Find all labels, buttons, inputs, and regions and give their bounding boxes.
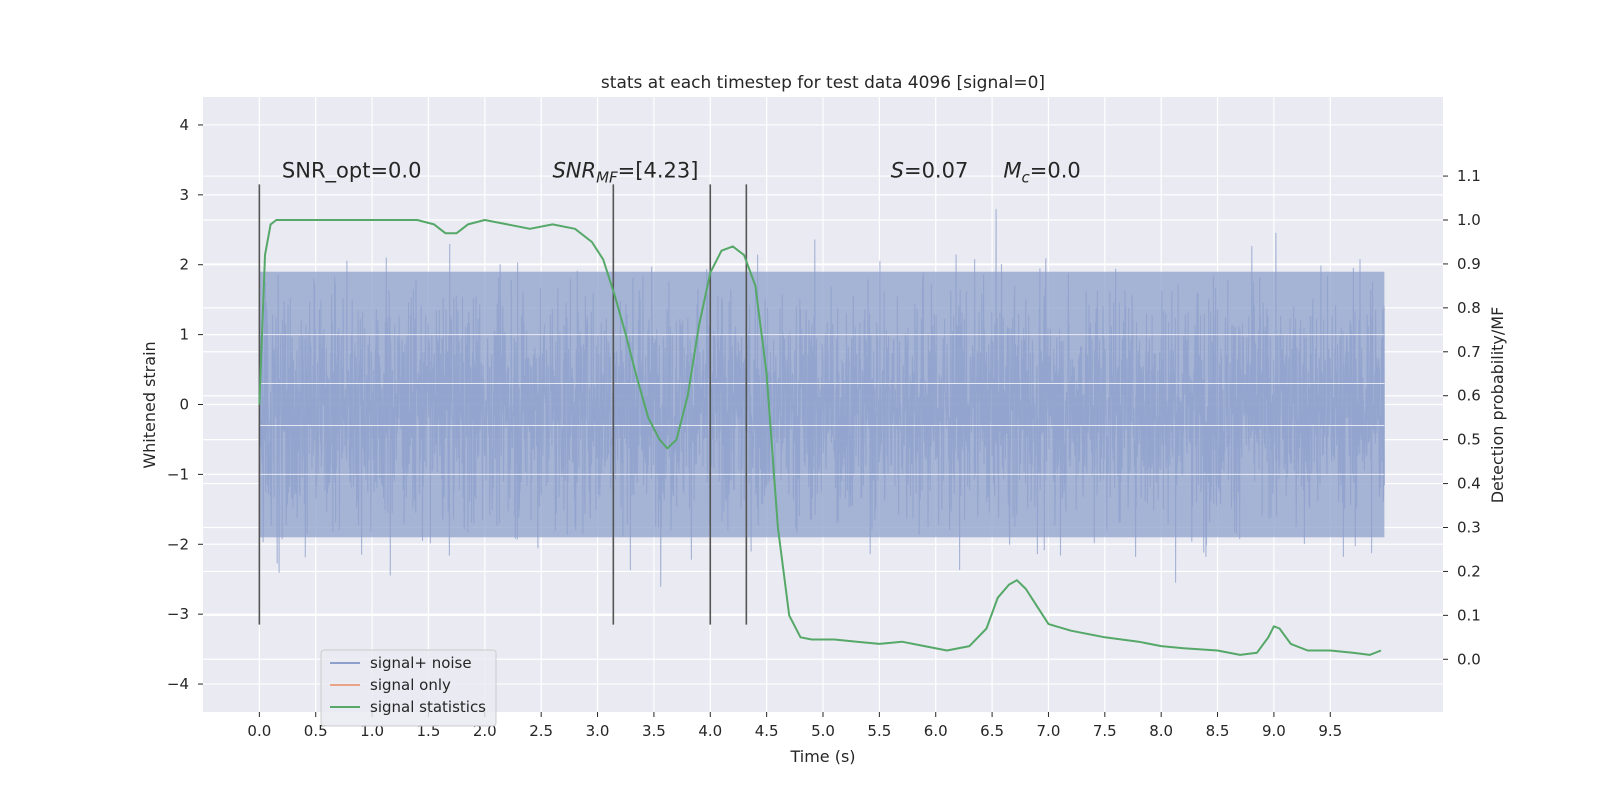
y2-axis-label: Detection probability/MF xyxy=(1488,307,1507,504)
signal-noise-core xyxy=(259,271,1385,538)
marker-lines xyxy=(258,184,748,625)
y-tick-label: 1 xyxy=(179,326,189,344)
chart-title: stats at each timestep for test data 409… xyxy=(601,73,1045,93)
y-tick-label: −2 xyxy=(167,535,189,553)
annotations: SNR_opt=0.0 SNRMF=[4.23] S=0.07 Mc=0.0 xyxy=(282,158,1081,186)
legend-label-signal-noise: signal+ noise xyxy=(370,654,472,672)
legend-label-signal-statistics: signal statistics xyxy=(370,698,486,716)
y2-tick-label: 0.9 xyxy=(1457,255,1481,273)
x-tick-label: 2.5 xyxy=(529,722,553,740)
x-tick-label: 6.5 xyxy=(980,722,1004,740)
y-tick-label: −4 xyxy=(167,675,189,693)
x-tick-label: 7.5 xyxy=(1093,722,1117,740)
y2-tick-label: 0.1 xyxy=(1457,606,1481,624)
y-tick-label: −1 xyxy=(167,465,189,483)
y-ticks: 4 3 2 1 0 −1 −2 −3 −4 xyxy=(167,116,203,693)
annotation: SNRMF=[4.23] xyxy=(552,158,698,186)
x-tick-label: 0.0 xyxy=(247,722,271,740)
x-tick-label: 6.0 xyxy=(924,722,948,740)
legend: signal+ noise signal only signal statist… xyxy=(320,649,497,727)
x-tick-label: 4.5 xyxy=(755,722,779,740)
y-tick-label: 0 xyxy=(179,396,189,414)
x-ticks: 0.0 0.5 1.0 1.5 2.0 2.5 3.0 3.5 4.0 4.5 5.0 5.5 6.0 6… xyxy=(247,712,1342,740)
annotation: S=0.07 xyxy=(891,158,969,182)
signal-statistics-series xyxy=(258,219,1382,656)
x-tick-label: 5.0 xyxy=(811,722,835,740)
x-tick-label: 7.0 xyxy=(1037,722,1061,740)
y2-tick-label: 0.8 xyxy=(1457,299,1481,317)
y-tick-label: 4 xyxy=(179,116,189,134)
y2-tick-label: 0.7 xyxy=(1457,343,1481,361)
x-tick-label: 9.5 xyxy=(1318,722,1342,740)
y2-tick-label: 0.5 xyxy=(1457,431,1481,449)
y2-tick-label: 1.1 xyxy=(1457,167,1481,185)
legend-box xyxy=(320,649,497,727)
y2-tick-label: 0.2 xyxy=(1457,562,1481,580)
y2-tick-label: 0.6 xyxy=(1457,387,1481,405)
signal-noise-series xyxy=(258,209,1385,587)
x-tick-label: 9.0 xyxy=(1262,722,1286,740)
legend-label-signal-only: signal only xyxy=(370,676,451,694)
x-tick-label: 4.0 xyxy=(698,722,722,740)
x-tick-label: 8.0 xyxy=(1149,722,1173,740)
y2-ticks: 1.1 1.0 0.9 0.8 0.7 0.6 0.5 0.4 0.3 0.2 0.1 0.0 xyxy=(1443,167,1481,668)
y2-tick-label: 0.4 xyxy=(1457,475,1481,493)
x-tick-label: 5.5 xyxy=(867,722,891,740)
x-tick-label: 8.5 xyxy=(1206,722,1230,740)
y-tick-label: −3 xyxy=(167,605,189,623)
x-tick-label: 3.0 xyxy=(586,722,610,740)
y2-tick-label: 0.0 xyxy=(1457,650,1481,668)
y-tick-label: 2 xyxy=(179,256,189,274)
y-tick-label: 3 xyxy=(179,186,189,204)
x-tick-label: 3.5 xyxy=(642,722,666,740)
annotation: Mc=0.0 xyxy=(1003,158,1080,186)
x-axis-label: Time (s) xyxy=(789,747,855,766)
y2-tick-label: 1.0 xyxy=(1457,211,1481,229)
annotation: SNR_opt=0.0 xyxy=(282,158,422,183)
y2-tick-label: 0.3 xyxy=(1457,519,1481,537)
y-axis-label: Whitened strain xyxy=(140,341,159,468)
x-tick-label: 0.5 xyxy=(304,722,328,740)
signal-statistics-line xyxy=(258,219,1382,656)
